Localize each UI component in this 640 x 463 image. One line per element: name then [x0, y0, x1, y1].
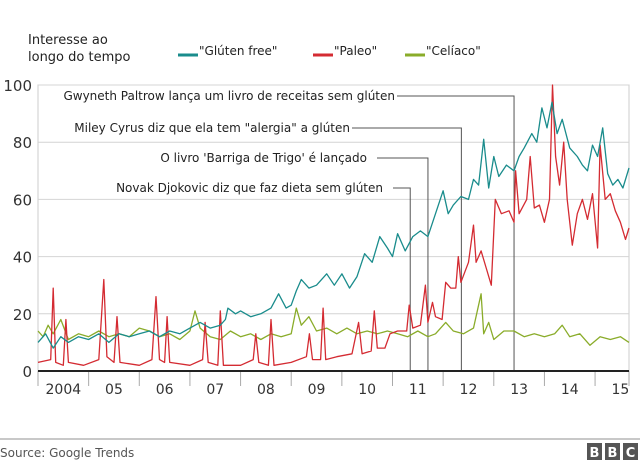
x-tick-label: 12: [460, 382, 478, 398]
annotation-label: Miley Cyrus diz que ela tem "alergia" a …: [74, 121, 350, 135]
y-tick-label: 0: [22, 363, 32, 381]
x-tick-label: 2004: [46, 382, 82, 398]
legend-label: "Celíaco": [426, 44, 481, 58]
series-line-celiaco: [37, 293, 630, 346]
y-tick-label: 80: [13, 134, 32, 152]
legend: "Glúten free" "Paleo" "Celíaco": [178, 44, 481, 58]
annotation-label: Gwyneth Paltrow lança um livro de receit…: [63, 89, 395, 103]
annotation-leader-line: [393, 187, 411, 371]
y-axis: 0 20 40 60 80 100: [3, 77, 32, 381]
x-tick-label: 13: [510, 382, 528, 398]
x-tick-label: 11: [409, 382, 427, 398]
series-line-paleo: [37, 84, 630, 366]
annotation-leader-line: [397, 95, 515, 371]
x-tick-label: 05: [105, 382, 123, 398]
x-tick-label: 06: [156, 382, 174, 398]
svg-text:B: B: [590, 446, 600, 461]
x-tick-label: 10: [358, 382, 376, 398]
x-tick-label: 14: [561, 382, 579, 398]
legend-label: "Glúten free": [199, 44, 277, 58]
y-tick-label: 40: [13, 249, 32, 267]
source-text: Source: Google Trends: [0, 446, 134, 460]
y-tick-label: 60: [13, 191, 32, 209]
series-line-gluten-free: [37, 101, 630, 349]
legend-label: "Paleo": [334, 44, 377, 58]
series-lines: [37, 84, 630, 372]
x-tick-label: 09: [308, 382, 326, 398]
svg-text:C: C: [626, 446, 636, 461]
chart-title-line1: Interesse ao: [28, 33, 108, 48]
bbc-logo: B B C: [587, 443, 638, 461]
annotation-leader-line: [377, 157, 429, 371]
svg-text:B: B: [608, 446, 618, 461]
y-tick-label: 20: [13, 306, 32, 324]
y-tick-label: 100: [3, 77, 32, 95]
annotation-leader-line: [352, 127, 462, 371]
x-tick-label: 15: [611, 382, 629, 398]
annotation-label: Novak Djokovic diz que faz dieta sem glú…: [116, 181, 383, 195]
annotations: Gwyneth Paltrow lança um livro de receit…: [63, 89, 515, 371]
x-tick-label: 08: [257, 382, 275, 398]
annotation-label: O livro 'Barriga de Trigo' é lançado: [160, 151, 367, 165]
x-tick-label: 07: [206, 382, 224, 398]
x-axis: 2004 05 06 07 08 09 10 11 12 13 14 15: [37, 371, 630, 398]
chart-title-line2: longo do tempo: [28, 50, 130, 65]
